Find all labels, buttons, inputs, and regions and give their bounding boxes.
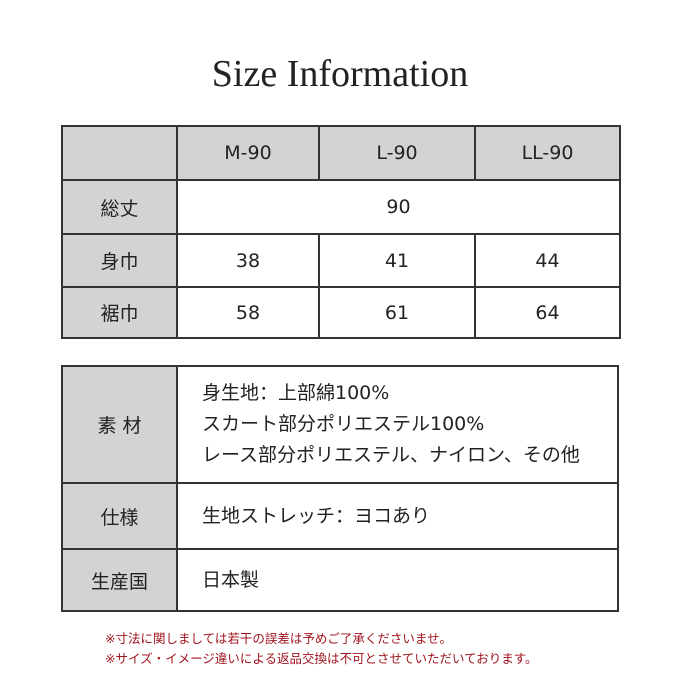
material-line: レース部分ポリエステル、ナイロン、その他	[202, 444, 580, 466]
note: ※寸法に関しましては若干の誤差は予めご了承くださいませ。	[105, 631, 452, 646]
column-header: LL-90	[474, 125, 621, 181]
material-line: 身生地：上部綿100%	[202, 382, 390, 404]
row-label: 生産国	[61, 548, 178, 612]
table-cell: 38	[176, 233, 320, 288]
table-cell: 生地ストレッチ：ヨコあり	[176, 482, 619, 550]
row-label: 総丈	[61, 179, 178, 235]
corner-cell	[61, 125, 178, 181]
note: ※サイズ・イメージ違いによる返品交換は不可とさせていただいております。	[105, 651, 538, 666]
size-table: M-90 L-90 LL-90 総丈 90 身巾 38 41 44 裾巾 58 …	[61, 125, 621, 339]
column-header: M-90	[176, 125, 320, 181]
table-row: 総丈 90	[61, 179, 621, 235]
table-cell: 身生地：上部綿100% スカート部分ポリエステル100% レース部分ポリエステル…	[176, 365, 619, 484]
table-cell: 61	[318, 286, 476, 339]
info-table: 素 材 身生地：上部綿100% スカート部分ポリエステル100% レース部分ポリ…	[61, 365, 619, 612]
table-row: 仕様 生地ストレッチ：ヨコあり	[61, 482, 619, 550]
table-cell: 64	[474, 286, 621, 339]
material-line: スカート部分ポリエステル100%	[202, 413, 485, 435]
table-row: 身巾 38 41 44	[61, 233, 621, 288]
table-header-row: M-90 L-90 LL-90	[61, 125, 621, 181]
column-header: L-90	[318, 125, 476, 181]
row-label: 仕様	[61, 482, 178, 550]
table-row: 素 材 身生地：上部綿100% スカート部分ポリエステル100% レース部分ポリ…	[61, 365, 619, 484]
table-row: 裾巾 58 61 64	[61, 286, 621, 339]
table-row: 生産国 日本製	[61, 548, 619, 612]
table-cell: 90	[176, 179, 621, 235]
row-label: 裾巾	[61, 286, 178, 339]
page-title: Size Information	[211, 53, 469, 95]
table-cell: 日本製	[176, 548, 619, 612]
row-label: 素 材	[61, 365, 178, 484]
table-cell: 41	[318, 233, 476, 288]
table-cell: 44	[474, 233, 621, 288]
table-cell: 58	[176, 286, 320, 339]
row-label: 身巾	[61, 233, 178, 288]
